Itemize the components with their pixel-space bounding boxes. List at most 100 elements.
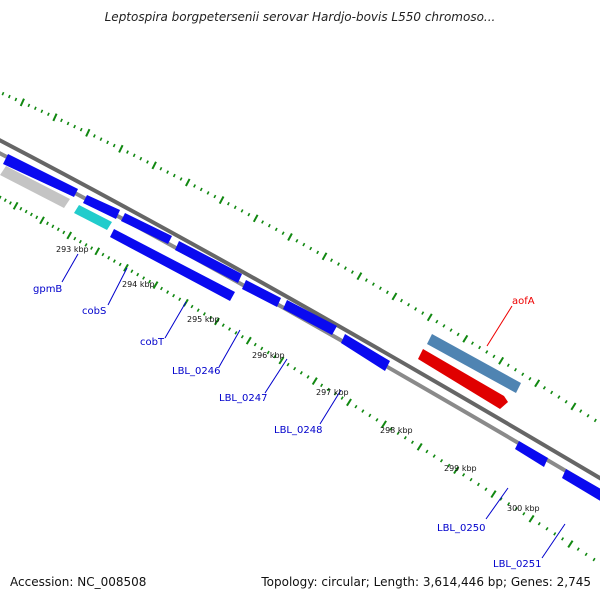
outer-track-tick	[550, 390, 554, 395]
inner-track-tick	[299, 370, 303, 375]
inner-track-tick	[507, 502, 511, 506]
inner-track-tick	[273, 354, 277, 359]
gene-block-4[interactable]	[175, 241, 242, 283]
outer-track-tick	[274, 227, 278, 232]
outer-track-tick	[267, 223, 271, 228]
cobT-gene-block[interactable]	[110, 229, 235, 301]
inner-track-tick	[346, 398, 352, 407]
outer-track-tick	[213, 194, 217, 199]
outer-track-tick	[179, 177, 183, 181]
outer-track-tick	[99, 137, 103, 141]
outer-dotted-track	[1, 91, 597, 423]
inner-track-tick	[240, 334, 244, 339]
outer-track-tick	[60, 118, 63, 123]
gene-label-LBL_0251[interactable]: LBL_0251	[493, 559, 541, 570]
outer-track-tick	[7, 94, 11, 99]
outer-track-tick	[92, 134, 96, 138]
LBL_0251-gene-block[interactable]	[562, 469, 600, 502]
gene-block-1[interactable]	[3, 154, 78, 197]
outer-track-tick	[52, 113, 58, 122]
inner-track-tick	[130, 269, 134, 273]
outer-track-tick	[281, 231, 285, 235]
outer-track-tick	[79, 127, 83, 132]
gene-block-3[interactable]	[121, 213, 172, 244]
inner-track-tick	[45, 221, 49, 226]
inner-track-tick	[202, 312, 206, 316]
gene-label-LBL_0248[interactable]: LBL_0248	[274, 425, 322, 436]
outer-track-tick	[252, 214, 259, 223]
outer-track-tick	[40, 109, 44, 114]
gpmB-leader-line	[61, 253, 79, 283]
inner-track-tick	[118, 262, 122, 267]
inner-track-tick	[278, 356, 285, 365]
inner-track-tick	[35, 215, 39, 220]
inner-track-tick	[178, 297, 182, 302]
inner-track-tick	[62, 230, 66, 235]
outer-track-tick	[226, 201, 230, 206]
inner-track-tick	[39, 216, 45, 225]
scale-label-297: 297 kbp	[316, 388, 349, 397]
gene-block-2[interactable]	[83, 195, 120, 219]
gene-label-LBL_0246[interactable]: LBL_0246	[172, 366, 220, 377]
gpmB-gene-block[interactable]	[0, 166, 70, 208]
inner-track-tick	[152, 281, 159, 290]
outer-track-tick	[449, 328, 453, 332]
inner-track-tick	[306, 375, 310, 379]
outer-track-tick	[421, 311, 425, 315]
gene-label-aofA[interactable]: aofA	[512, 296, 535, 307]
aofA-upper-block[interactable]	[427, 334, 521, 393]
LBL_0251-leader-line	[541, 523, 566, 559]
gene-label-LBL_0247[interactable]: LBL_0247	[219, 393, 267, 404]
LBL_0247-leader-line	[264, 358, 288, 394]
outer-track-tick	[435, 319, 439, 324]
outer-track-tick	[364, 278, 368, 282]
outer-track-tick	[534, 379, 541, 388]
inner-track-tick	[66, 231, 73, 240]
inner-track-tick	[545, 526, 549, 531]
outer-track-tick	[247, 212, 251, 217]
outer-track-tick	[46, 112, 50, 117]
inner-track-tick	[12, 201, 19, 210]
scale-label-300: 300 kbp	[507, 504, 540, 513]
aofA-gene-block[interactable]	[418, 349, 508, 409]
cobS-gene-block[interactable]	[74, 205, 112, 230]
gene-leader-lines	[61, 253, 566, 559]
outer-track-tick	[316, 250, 320, 255]
inner-track-tick	[592, 557, 596, 562]
inner-track-tick	[447, 463, 451, 468]
inner-track-tick	[221, 323, 225, 328]
inner-track-tick	[528, 514, 535, 523]
inner-track-tick	[561, 537, 565, 541]
LBL_0246-gene-block[interactable]	[242, 280, 281, 307]
outer-track-tick	[1, 91, 5, 96]
outer-track-tick	[498, 356, 505, 365]
LBL_0250-gene-block[interactable]	[515, 441, 548, 467]
inner-track-tick	[196, 308, 200, 312]
inner-track-tick	[375, 418, 379, 422]
gene-label-gpmB[interactable]: gpmB	[33, 284, 62, 295]
inner-track-tick	[29, 212, 33, 217]
LBL_0247-gene-block[interactable]	[283, 300, 337, 335]
inner-track-tick	[576, 547, 580, 551]
gene-label-LBL_0250[interactable]: LBL_0250	[437, 523, 485, 534]
outer-track-tick	[542, 386, 546, 390]
inner-track-tick	[567, 540, 574, 548]
outer-track-tick	[218, 196, 225, 205]
outer-track-tick	[146, 160, 149, 164]
inner-track-tick	[172, 293, 176, 298]
gene-label-cobS[interactable]: cobS	[82, 306, 106, 317]
outer-track-tick	[557, 395, 561, 399]
outer-track-tick	[19, 98, 25, 107]
inner-track-tick	[56, 227, 60, 232]
inner-track-tick	[234, 331, 238, 335]
outer-track-tick	[139, 156, 143, 161]
outer-track-tick	[579, 409, 583, 413]
inner-track-tick	[462, 473, 466, 477]
gene-label-cobT[interactable]: cobT	[140, 337, 165, 348]
LBL_0248-gene-block[interactable]	[341, 334, 390, 371]
topology-text: Topology: circular; Length: 3,614,446 bp…	[261, 575, 591, 589]
cobT-leader-line	[164, 301, 187, 339]
outer-track-tick	[159, 166, 163, 171]
outer-track-tick	[233, 205, 237, 210]
